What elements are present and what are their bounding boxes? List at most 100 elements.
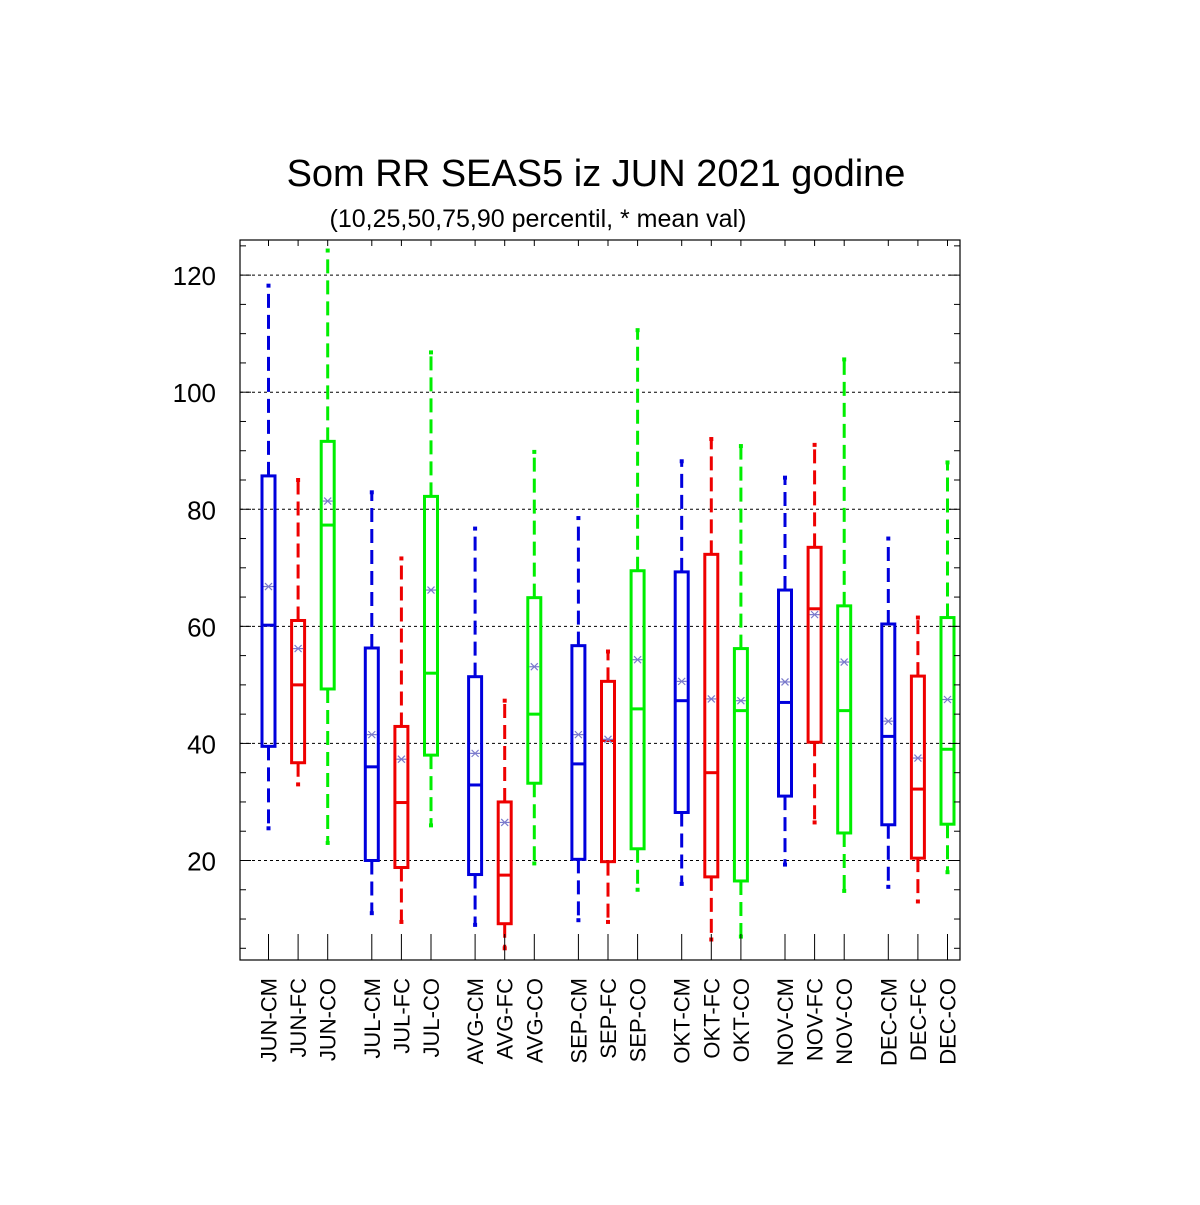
x-tick-label: NOV-CM	[773, 978, 798, 1066]
mean-stroke	[633, 655, 642, 664]
mean-stroke	[736, 696, 745, 705]
box-iqr	[393, 724, 410, 870]
y-tick-label: 120	[173, 261, 216, 291]
plot-border	[239, 239, 961, 961]
mean-marker	[396, 755, 407, 764]
mean-stroke	[294, 644, 303, 653]
mean-marker	[912, 754, 923, 762]
box-iqr	[777, 588, 793, 798]
box-okt-co	[732, 444, 749, 939]
box-nov-cm	[777, 475, 793, 867]
mean-marker	[603, 735, 613, 744]
box-iqr	[423, 494, 439, 757]
mean-marker	[426, 586, 436, 594]
box-iqr	[260, 474, 277, 748]
box-iqr	[836, 604, 853, 835]
box-okt-fc	[703, 437, 720, 942]
x-tick-label: AVG-CO	[522, 978, 547, 1063]
mean-stroke	[677, 677, 686, 686]
box-jul-cm	[363, 490, 380, 916]
mean-stroke	[707, 695, 716, 703]
box-sep-fc	[600, 649, 616, 924]
mean-marker	[573, 730, 584, 739]
box-sep-cm	[570, 516, 587, 923]
box-iqr	[496, 800, 513, 926]
box-avg-co	[526, 449, 543, 866]
mean-stroke	[367, 730, 376, 739]
mean-marker	[529, 662, 540, 671]
y-tick-label: 40	[187, 729, 216, 759]
mean-marker	[293, 644, 304, 653]
mean-stroke	[604, 735, 612, 744]
mean-stroke	[943, 695, 952, 704]
x-tick-label: OKT-CO	[729, 978, 754, 1062]
box-iqr	[673, 570, 690, 814]
x-tick-label: AVG-FC	[493, 978, 518, 1060]
box-sep-co	[629, 328, 646, 892]
x-tick-label: DEC-CO	[936, 978, 961, 1065]
mean-stroke	[264, 582, 273, 591]
mean-stroke	[913, 754, 922, 762]
mean-stroke	[530, 662, 539, 671]
box-jul-co	[423, 350, 439, 828]
box-iqr	[467, 675, 484, 877]
mean-marker	[839, 658, 850, 666]
mean-marker	[780, 678, 790, 686]
box-avg-cm	[467, 526, 484, 927]
box-iqr	[363, 646, 380, 862]
x-tick-label: OKT-FC	[699, 978, 724, 1059]
x-tick-label: JUL-CM	[360, 978, 385, 1059]
plot-frame	[239, 239, 961, 961]
x-tick-label: NOV-CO	[832, 978, 857, 1065]
x-tick-label: SEP-CM	[566, 978, 591, 1064]
mean-marker	[809, 610, 820, 619]
box-iqr	[526, 596, 543, 785]
mean-marker	[366, 730, 377, 739]
x-tick-label: OKT-CM	[670, 978, 695, 1064]
box-iqr	[806, 545, 823, 744]
y-tick-label: 60	[187, 612, 216, 642]
mean-marker	[470, 749, 481, 758]
y-axis: 20 40 60 80 100 120	[173, 245, 960, 949]
x-tick-label: JUL-FC	[389, 978, 414, 1054]
box-iqr	[600, 679, 616, 864]
mean-stroke	[884, 717, 893, 726]
mean-marker	[706, 695, 717, 703]
grid-lines	[240, 274, 960, 861]
box-nov-fc	[806, 442, 823, 825]
mean-marker	[263, 582, 274, 591]
box-jun-fc	[290, 478, 307, 787]
y-tick-label: 20	[187, 846, 216, 876]
mean-marker	[499, 818, 510, 827]
mean-marker	[632, 655, 643, 664]
mean-marker	[676, 677, 687, 686]
box-jun-co	[319, 248, 336, 845]
mean-marker	[735, 696, 746, 705]
box-jun-cm	[260, 283, 277, 831]
y-tick-label: 80	[187, 495, 216, 525]
box-jul-fc	[393, 556, 410, 924]
x-tick-label: SEP-FC	[596, 978, 621, 1059]
mean-stroke	[397, 755, 406, 764]
chart-subtitle: (10,25,50,75,90 percentil, * mean val)	[330, 205, 747, 233]
box-dec-fc	[909, 615, 926, 904]
x-tick-label: DEC-CM	[876, 978, 901, 1066]
box-iqr	[732, 647, 749, 883]
mean-stroke	[323, 497, 332, 505]
box-avg-fc	[496, 698, 513, 951]
mean-stroke	[810, 610, 819, 619]
x-tick-label: JUN-CM	[257, 978, 282, 1062]
x-tick-label: JUN-FC	[286, 978, 311, 1058]
box-iqr	[880, 622, 897, 827]
mean-marker	[883, 717, 894, 726]
box-iqr	[570, 644, 587, 861]
box-iqr	[909, 674, 926, 860]
x-axis: JUN-CM JUN-FC JUN-CO JUL-CM JUL-FC JUL-CO AVG-…	[257, 240, 961, 1066]
x-tick-label: AVG-CM	[463, 978, 488, 1064]
box-iqr	[939, 616, 956, 826]
mean-stroke	[427, 586, 435, 594]
x-tick-label: DEC-FC	[906, 978, 931, 1061]
box-dec-cm	[880, 536, 897, 889]
box-iqr	[319, 439, 336, 691]
